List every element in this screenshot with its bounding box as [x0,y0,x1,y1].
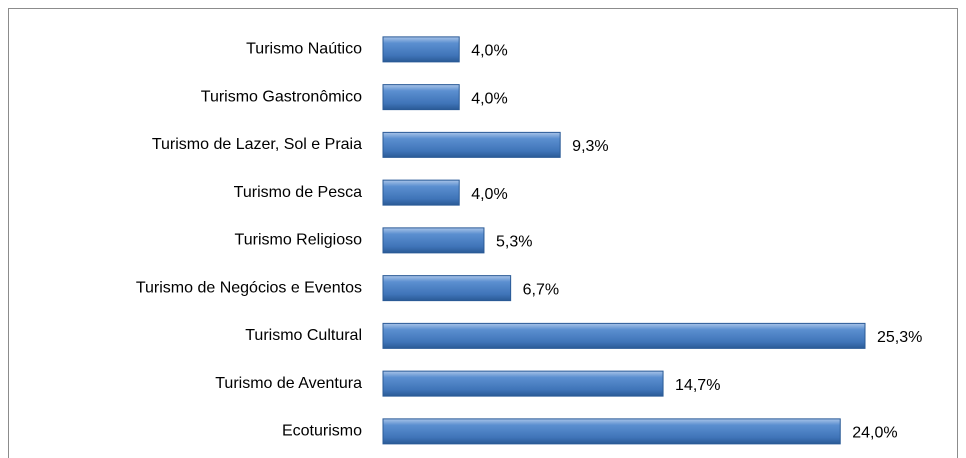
bar [382,36,460,63]
bar [382,227,485,254]
value-label: 4,0% [471,186,507,203]
bar [382,418,841,445]
value-label: 6,7% [523,281,559,298]
bar [382,179,460,206]
category-label: Turismo Naútico [246,41,362,58]
category-label: Turismo Religioso [235,232,363,249]
category-label: Turismo Cultural [245,327,362,344]
value-label: 24,0% [852,425,897,442]
value-label: 4,0% [471,90,507,107]
value-label: 4,0% [471,43,507,60]
bar [382,370,664,397]
value-label: 14,7% [675,377,720,394]
bar [382,84,460,111]
category-label: Turismo de Pesca [234,184,362,201]
category-label: Turismo Gastronômico [201,88,362,105]
category-label: Turismo de Negócios e Eventos [136,279,362,296]
category-label: Turismo de Lazer, Sol e Praia [152,136,362,153]
bar [382,322,866,349]
bar [382,131,561,158]
bar [382,275,512,302]
value-label: 5,3% [496,234,532,251]
value-label: 9,3% [572,138,608,155]
category-label: Ecoturismo [282,423,362,440]
value-label: 25,3% [877,329,922,346]
category-label: Turismo de Aventura [215,375,362,392]
